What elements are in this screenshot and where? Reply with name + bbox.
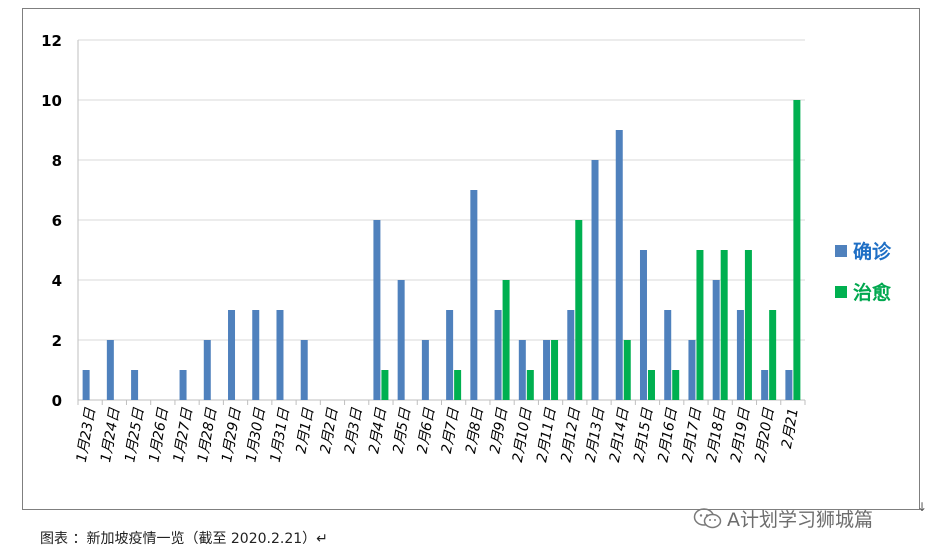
x-tick-label: 1月24日 (98, 406, 123, 464)
x-tick-label: 2月17日 (680, 406, 705, 464)
bar-recovered (793, 100, 801, 400)
watermark-text: A计划学习狮城篇 (727, 509, 873, 531)
bar-confirmed (518, 340, 526, 400)
x-tick-label: 2月10日 (510, 406, 535, 464)
x-tick-label: 2月15日 (631, 406, 656, 464)
bar-confirmed (252, 310, 260, 400)
x-tick-label: 2月18日 (704, 406, 729, 464)
bar-recovered (720, 250, 728, 400)
bar-confirmed (712, 280, 720, 400)
x-tick-label: 2月16日 (655, 406, 680, 464)
x-tick-label: 2月20日 (752, 406, 777, 464)
x-tick-label: 2月11日 (534, 406, 559, 464)
bar-recovered (672, 370, 680, 400)
chart-frame: 0 2 4 6 8 10 12 1月23日 1月24日 1月25日 1月26日 1月27日 1月28日… (22, 8, 920, 510)
x-tick-label: 2月3日 (342, 406, 366, 455)
y-tick-label: 0 (52, 392, 62, 410)
bar-confirmed (785, 370, 793, 400)
bar-confirmed (736, 310, 744, 400)
y-tick-label: 2 (52, 332, 62, 350)
bar-recovered (502, 280, 510, 400)
bar-confirmed (639, 250, 647, 400)
bar-recovered (454, 370, 462, 400)
x-tick-label: 2月1日 (293, 406, 317, 455)
bar-confirmed (543, 340, 551, 400)
x-tick-label: 1月25日 (122, 406, 147, 464)
bar-confirmed (591, 160, 599, 400)
bar-recovered (623, 340, 631, 400)
bar-confirmed (688, 340, 696, 400)
bar-recovered (575, 220, 583, 400)
x-tick-label: 2月21 (779, 407, 802, 450)
bar-confirmed (421, 340, 429, 400)
bar-confirmed (470, 190, 478, 400)
y-tick-label: 4 (52, 272, 62, 290)
y-tick-label: 8 (52, 152, 62, 170)
bar-confirmed (203, 340, 211, 400)
x-tick-label: 2月6日 (415, 406, 439, 455)
bar-confirmed (761, 370, 769, 400)
legend-swatch-confirmed (835, 244, 847, 257)
x-tick-label: 2月8日 (463, 406, 487, 455)
bar-confirmed (664, 310, 672, 400)
x-tick-label: 2月2日 (318, 406, 342, 455)
x-tick-label: 2月7日 (439, 406, 463, 455)
bar-confirmed (106, 340, 114, 400)
bar-confirmed (494, 310, 502, 400)
bar-confirmed (228, 310, 236, 400)
bar-recovered (696, 250, 704, 400)
legend-swatch-recovered (835, 285, 847, 298)
bar-chart: 0 2 4 6 8 10 12 1月23日1月24日1月25日1月26日1月27日1月28日… (41, 32, 806, 464)
bar-confirmed (131, 370, 139, 400)
bar-confirmed (446, 310, 454, 400)
bar-recovered (551, 340, 559, 400)
x-tick-label: 1月30日 (243, 406, 268, 464)
x-tick-label: 1月27日 (171, 406, 196, 464)
x-tick-label: 1月28日 (195, 406, 220, 464)
watermark: A计划学习狮城篇 (693, 505, 873, 532)
bar-confirmed (300, 340, 308, 400)
bar-confirmed (276, 310, 284, 400)
x-tick-label: 2月19日 (728, 406, 753, 464)
x-tick-label: 2月9日 (487, 406, 511, 455)
y-tick-label: 12 (41, 32, 62, 50)
wechat-logo-icon (693, 507, 722, 528)
y-tick-label: 10 (41, 92, 62, 110)
bar-confirmed (397, 280, 405, 400)
paragraph-mark: ↓ (917, 500, 928, 514)
bar-confirmed (82, 370, 90, 400)
figure-caption: 图表 ：新加坡疫情一览（截至 2020.2.21）↵ (40, 531, 328, 547)
x-tick-label: 2月4日 (366, 406, 390, 455)
x-tick-label: 1月23日 (74, 406, 99, 464)
bar-recovered (526, 370, 534, 400)
bar-recovered (769, 310, 777, 400)
x-tick-label: 2月12日 (558, 406, 583, 464)
x-tick-label: 2月14日 (607, 406, 632, 464)
bar-confirmed (373, 220, 381, 400)
bar-recovered (647, 370, 655, 400)
x-tick-label: 1月31日 (268, 406, 293, 464)
x-tick-label: 2月13日 (583, 406, 608, 464)
legend-item-recovered: 治愈 (835, 278, 891, 305)
x-tick-label: 1月26日 (146, 406, 171, 464)
bar-recovered (381, 370, 389, 400)
legend-label-recovered: 治愈 (853, 282, 892, 304)
bar-confirmed (615, 130, 623, 400)
x-tick-label: 2月5日 (390, 406, 414, 455)
bar-confirmed (567, 310, 575, 400)
bar-recovered (744, 250, 752, 400)
bar-confirmed (179, 370, 187, 400)
y-tick-label: 6 (52, 212, 62, 230)
x-tick-label: 1月29日 (219, 406, 244, 464)
legend-item-confirmed: 确诊 (835, 237, 891, 264)
legend-label-confirmed: 确诊 (853, 241, 892, 263)
